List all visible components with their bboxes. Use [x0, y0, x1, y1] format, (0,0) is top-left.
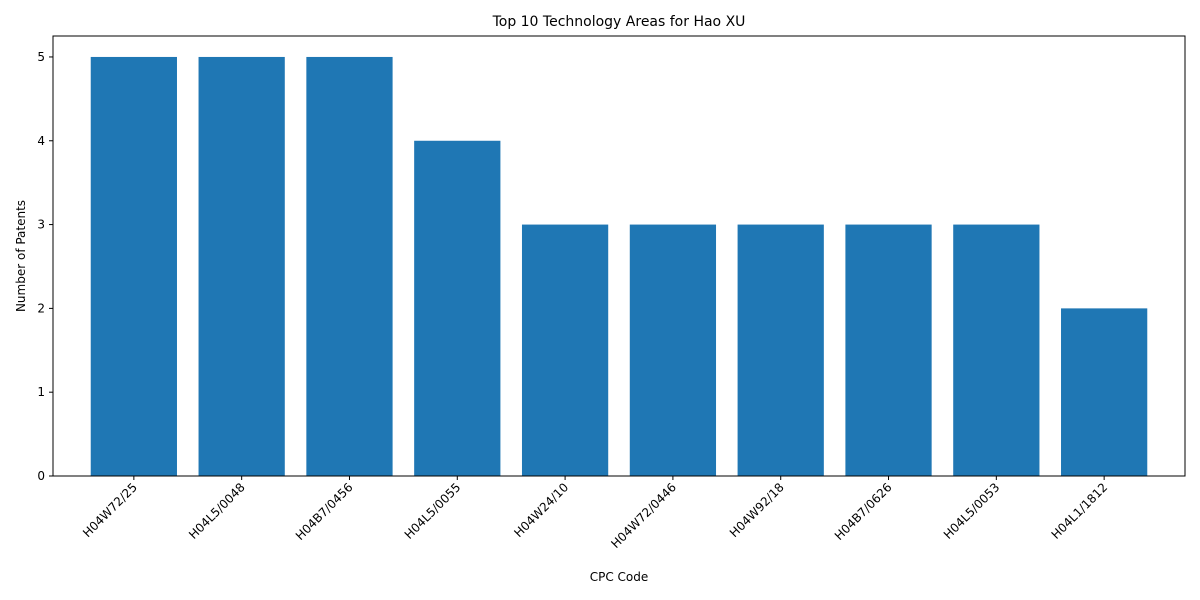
bar-H04W72/25 — [91, 57, 177, 476]
bar-H04B7/0626 — [845, 225, 931, 476]
bar-H04L5/0053 — [953, 225, 1039, 476]
chart-title: Top 10 Technology Areas for Hao XU — [492, 14, 746, 30]
y-tick-label: 2 — [37, 301, 45, 315]
x-tick-label: H04L5/0055 — [402, 480, 464, 542]
bar-H04W72/0446 — [630, 225, 716, 476]
x-tick-label: H04W72/0446 — [608, 480, 679, 551]
x-tick-label: H04W92/18 — [727, 480, 787, 540]
y-tick-label: 1 — [37, 385, 45, 399]
y-tick-label: 5 — [37, 50, 45, 64]
y-tick-label: 0 — [37, 469, 45, 483]
y-tick-label: 4 — [37, 134, 45, 148]
x-tick-label: H04W24/10 — [511, 480, 571, 540]
x-tick-label: H04W72/25 — [80, 480, 140, 540]
x-tick-label: H04L5/0053 — [941, 480, 1003, 542]
x-axis-title: CPC Code — [590, 570, 649, 584]
bar-H04L5/0055 — [414, 141, 500, 476]
x-axis: H04W72/25 H04L5/0048 H04B7/0456 H04L5/0055 H… — [80, 476, 1110, 551]
bar-H04B7/0456 — [306, 57, 392, 476]
x-tick-label: H04L1/1812 — [1049, 480, 1111, 542]
y-axis: 0 1 2 3 4 5 — [37, 50, 53, 483]
bar-H04L1/1812 — [1061, 308, 1147, 476]
x-tick-label: H04B7/0456 — [293, 480, 356, 543]
bars-layer — [91, 57, 1148, 476]
bar-H04L5/0048 — [199, 57, 285, 476]
y-axis-title: Number of Patents — [14, 200, 28, 312]
x-tick-label: H04B7/0626 — [832, 480, 895, 543]
x-tick-label: H04L5/0048 — [186, 480, 248, 542]
y-tick-label: 3 — [37, 218, 45, 232]
bar-H04W24/10 — [522, 225, 608, 476]
bar-H04W92/18 — [738, 225, 824, 476]
